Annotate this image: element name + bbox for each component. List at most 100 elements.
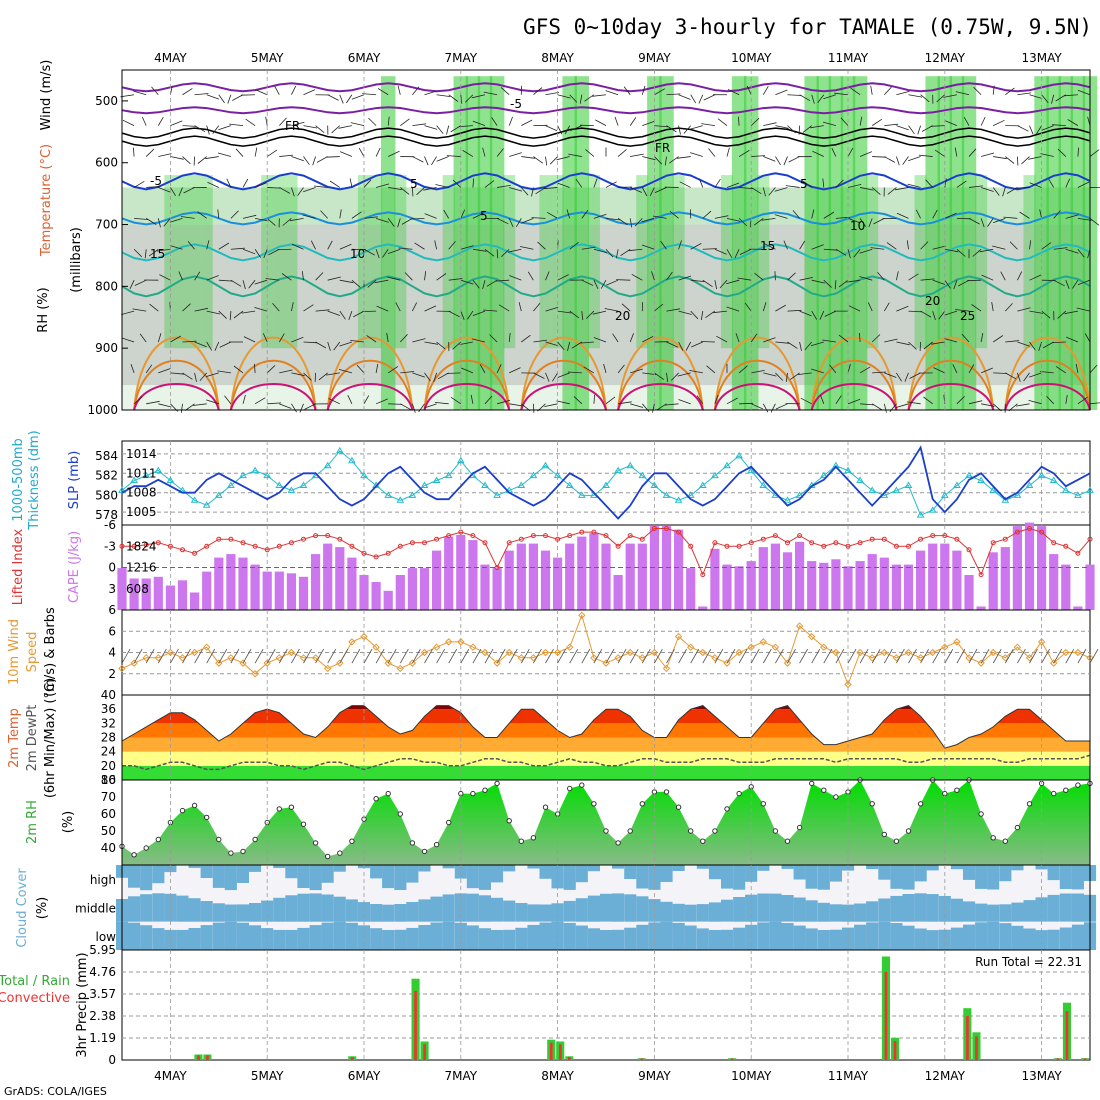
date-label-bottom: 12MAY [925,1069,966,1083]
surface-isotherm [229,359,317,411]
rh-moist-streak [1058,76,1074,410]
rh-point [1002,838,1008,844]
wind-barb [291,302,294,312]
wind-barb [762,403,769,413]
cloud-mid-bar [890,895,903,922]
cloud-low-bar [733,927,746,950]
wind-barb [963,117,970,126]
wind-barb [1028,156,1042,160]
wind-barb [763,372,777,377]
wind-barb [932,209,938,219]
wind-barb [416,187,425,196]
wind-barb [313,185,328,188]
wind-barb [847,363,851,374]
cloud-low-bar [285,929,298,950]
wind-barb [496,218,509,225]
thickness-point [614,466,622,474]
wind-barb [634,218,643,227]
wind-point [844,680,852,689]
wind-barb [472,279,480,289]
wind-barb [479,364,486,374]
wind-barb [180,403,183,413]
surface-barb [230,648,240,664]
wind-barb [629,117,637,126]
cloud-high-bar [733,865,746,890]
wind-barb [424,213,437,219]
cloud-low-bar [430,922,443,950]
wind-barb [907,183,921,188]
wind-barb [459,341,473,345]
li-point [264,547,270,553]
thickness-point [263,471,272,479]
wind-barb [320,210,328,219]
wind-barb [847,217,861,224]
wind-barb [1075,363,1079,373]
rh-point [990,835,996,841]
cloud-low-bar [612,929,625,950]
wind-barb [291,243,304,250]
surface-barb [811,648,821,664]
wind-barb [699,178,704,188]
rh-moist-streak [852,76,868,410]
wind-barb [145,364,153,374]
cloud-mid-bar [406,902,419,922]
cloud-high-bar [563,865,576,890]
rh-point [325,853,331,860]
cloud-mid-bar [672,903,685,922]
wind-barb [708,148,716,157]
wind-barb [714,394,719,404]
cape-bar [141,578,151,610]
cloud-mid-bar [926,894,939,922]
contour-label: 25 [960,309,975,323]
cape-bar [903,564,914,610]
li-point [518,536,524,542]
wind-point [529,654,538,662]
li-point [216,536,222,542]
isotherm-line [121,135,1091,147]
wind-barb [375,363,379,373]
li-point [603,533,609,539]
wind-barb [194,307,208,312]
wind-barb [629,333,634,343]
li-point [978,572,984,578]
wind-barb [919,341,921,352]
cloud-mid-bar [551,903,564,922]
wind-barb [823,248,838,251]
cloud-low-bar [406,927,419,950]
cloud-mid-bar [188,898,201,922]
wind-barb [768,187,776,196]
wind-barb [612,333,619,343]
wind-barb [726,182,740,188]
wind-barb [1017,125,1029,132]
contour-label: 15 [760,239,775,253]
rh-moist-streak [975,175,988,349]
cape-bar [553,557,563,610]
thickness-point [662,491,671,498]
li-point [1087,536,1093,542]
wind-barb [255,89,268,96]
wind-barb [520,187,529,196]
wind-barb [448,310,460,318]
li-point [313,533,319,539]
wind-barb [961,333,970,343]
wind-barb [388,187,402,190]
wind-point [372,643,380,651]
thickness-point [541,461,550,469]
cape-bar [1061,564,1071,610]
wind-barb [348,310,353,321]
cloud-low-bar [854,924,867,950]
wind-barb [593,337,607,343]
wind-barb [726,306,740,312]
surface-barb [581,648,591,664]
wind-barb [219,341,232,348]
wind-barb [1017,156,1019,166]
contour-label: -5 [510,97,522,111]
wind-barb [799,240,806,250]
wind-barb [678,310,692,315]
wind-barb [1089,402,1100,405]
wind-barb [242,280,246,290]
wind-point [832,648,840,657]
surface-barb [399,648,409,664]
cloud-low-bar [224,921,237,950]
cloud-low-bar [188,928,201,950]
